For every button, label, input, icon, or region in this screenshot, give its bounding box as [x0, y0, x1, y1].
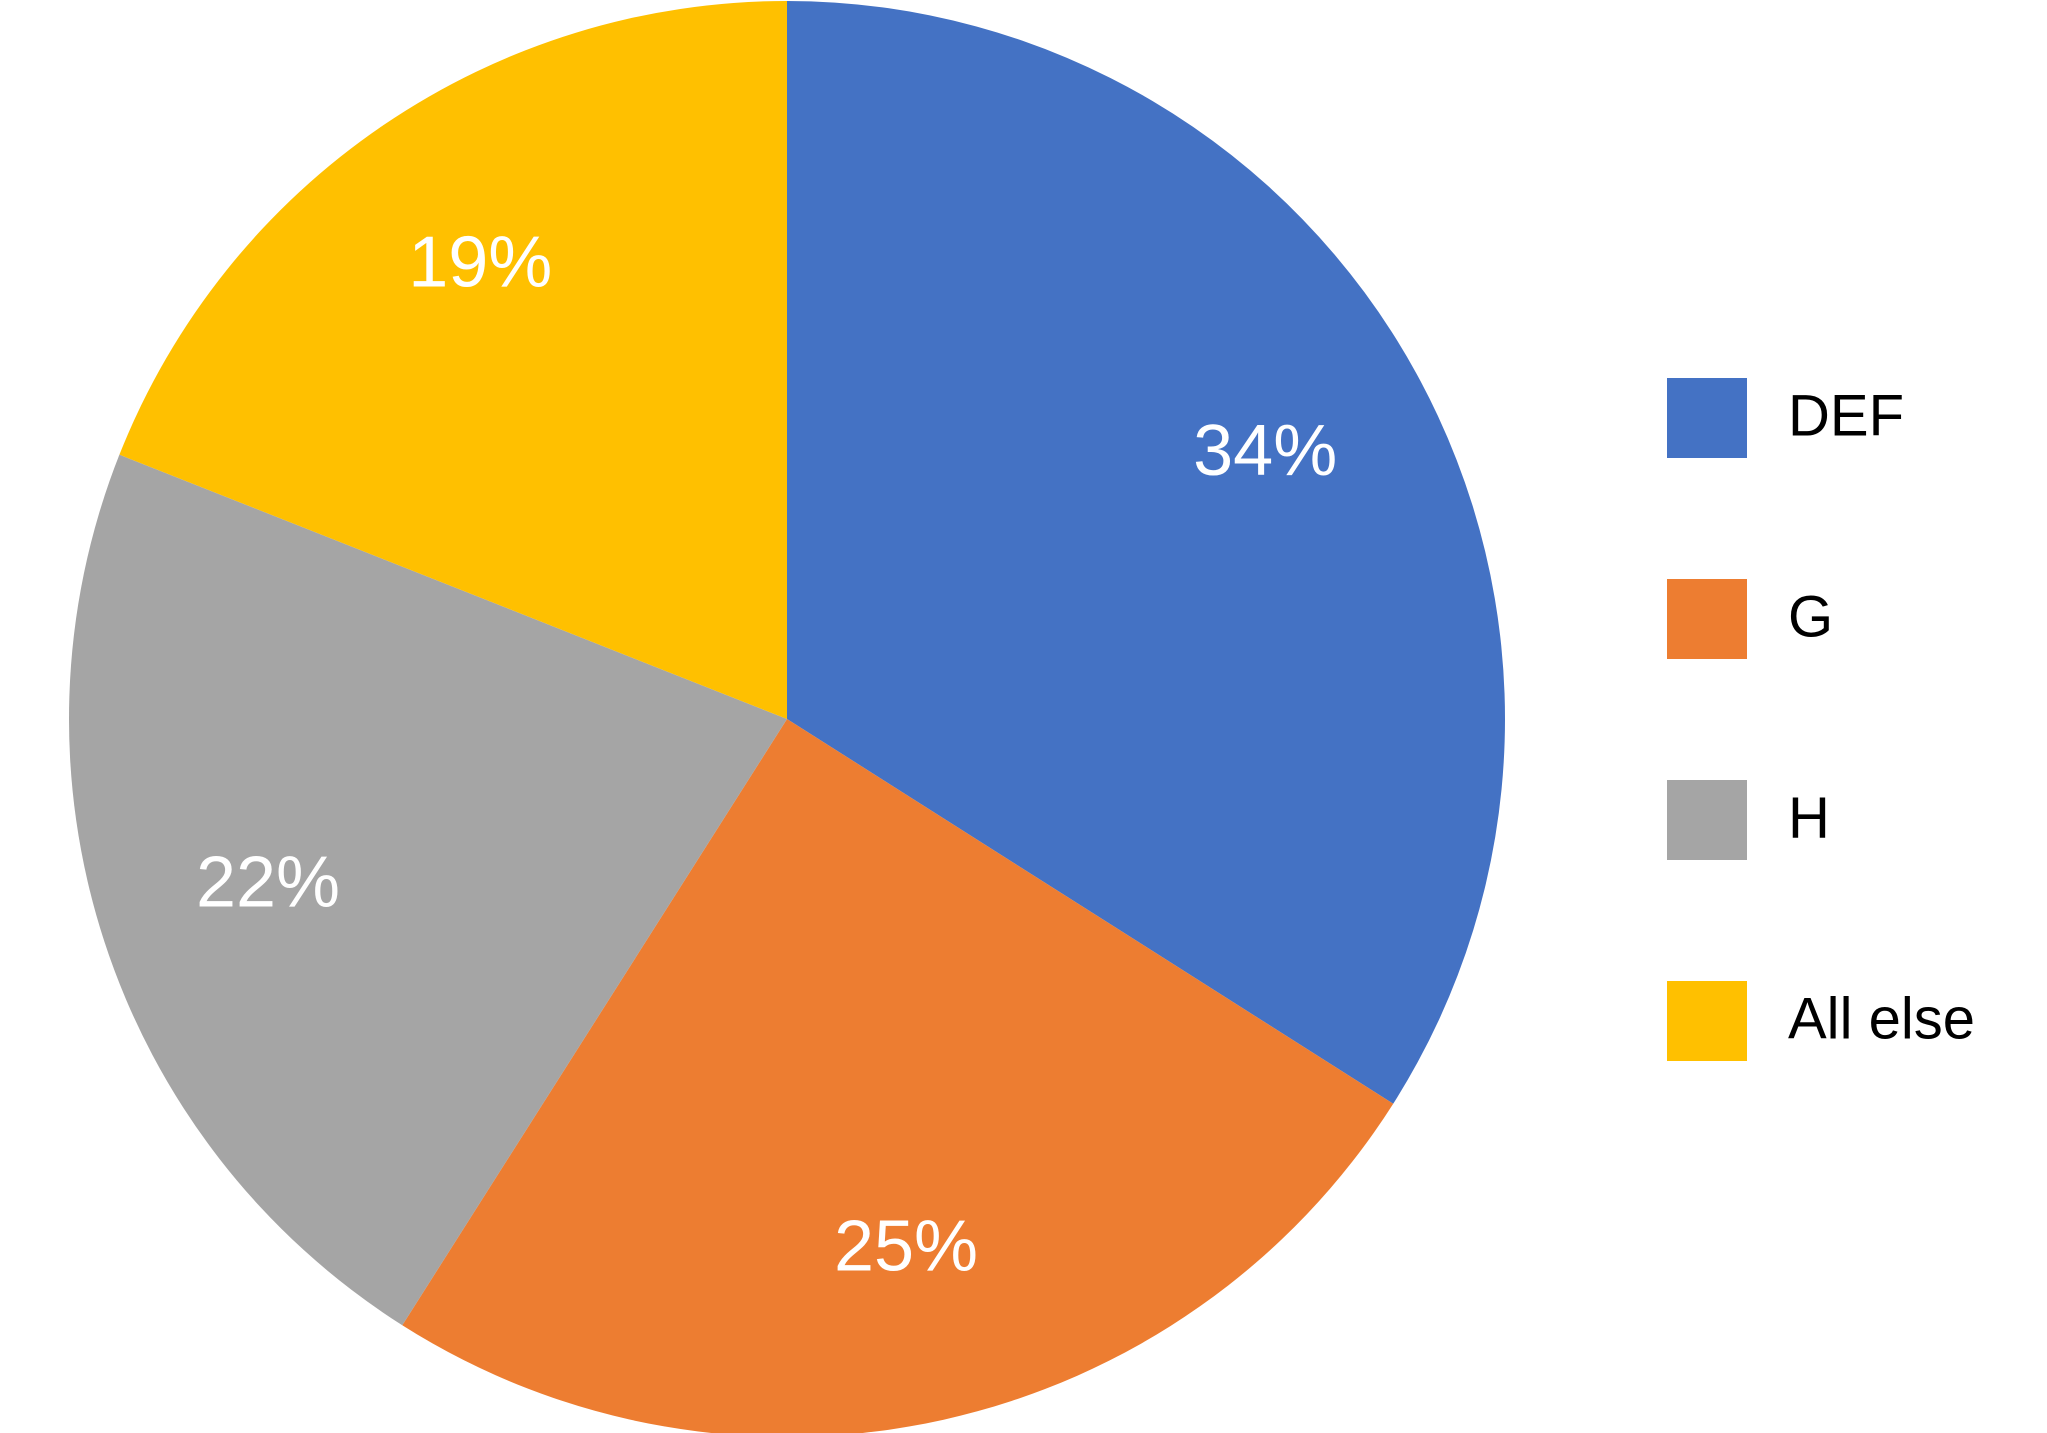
data-label: 25%	[834, 1207, 978, 1287]
data-label: 22%	[196, 843, 340, 923]
legend-swatch	[1667, 579, 1747, 659]
legend-swatch	[1667, 378, 1747, 458]
legend-label: DEF	[1788, 383, 1904, 448]
pie-slice	[402, 719, 1394, 1433]
legend-swatch	[1667, 981, 1747, 1061]
data-label: 34%	[1193, 411, 1337, 491]
pie-slice	[787, 1, 1505, 1104]
legend-label: G	[1788, 584, 1833, 649]
pie-slice	[119, 1, 788, 719]
legend-label: H	[1788, 785, 1830, 850]
data-label: 19%	[408, 223, 552, 303]
legend-label: All else	[1788, 986, 1975, 1051]
pie-slice	[69, 454, 788, 1326]
legend-swatch	[1667, 780, 1747, 860]
